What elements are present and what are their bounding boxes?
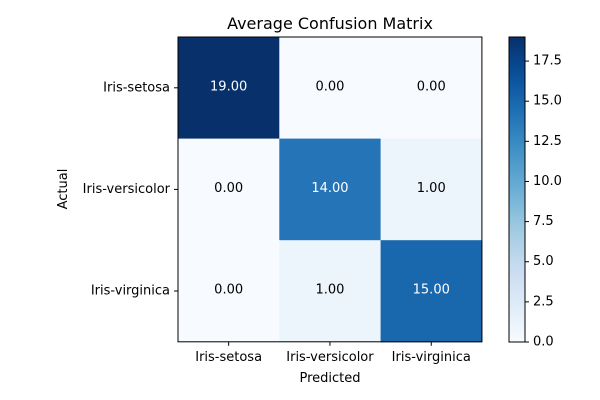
- heatmap-cell: [178, 138, 280, 241]
- colorbar-gradient: [508, 36, 526, 343]
- cell-value-label: 0.00: [315, 79, 344, 94]
- heatmap-cell: [178, 240, 280, 343]
- y-tick-label: Iris-versicolor: [83, 182, 171, 197]
- colorbar-tick-label: 0.0: [533, 335, 554, 350]
- colorbar-tick-label: 7.5: [533, 214, 554, 229]
- cell-value-label: 14.00: [311, 181, 348, 196]
- heatmap-plot-area: 19.00 0.00 0.00 0.00 14.00 1.00 0.00 1.00 15.00 I…: [83, 36, 483, 365]
- colorbar: 0.0 2.5 5.0 7.5 10.0 12.5 15.0 17.5: [508, 36, 562, 350]
- heatmap-cell: [279, 138, 382, 241]
- colorbar-tick-label: 15.0: [533, 94, 562, 109]
- cell-value-label: 0.00: [214, 283, 243, 298]
- heatmap-cell: [279, 240, 382, 343]
- x-axis-label: Predicted: [299, 371, 360, 386]
- heatmap-cell: [380, 138, 483, 241]
- colorbar-tick-label: 5.0: [533, 254, 554, 269]
- heatmap-cell: [178, 37, 280, 140]
- cell-value-label: 1.00: [417, 181, 446, 196]
- y-tick-label: Iris-virginica: [91, 284, 170, 299]
- x-tick-label: Iris-setosa: [195, 350, 262, 365]
- colorbar-tick-label: 12.5: [533, 134, 562, 149]
- y-tick-label: Iris-setosa: [103, 80, 170, 95]
- cell-value-label: 1.00: [315, 283, 344, 298]
- cell-value-label: 15.00: [413, 283, 450, 298]
- chart-title: Average Confusion Matrix: [227, 14, 433, 33]
- x-tick-label: Iris-virginica: [392, 350, 471, 365]
- colorbar-tick-label: 17.5: [533, 54, 562, 69]
- x-tick-label: Iris-versicolor: [286, 350, 374, 365]
- heatmap-cell: [380, 37, 483, 140]
- colorbar-tick-label: 2.5: [533, 294, 554, 309]
- heatmap-cell: [380, 240, 483, 343]
- cell-value-label: 0.00: [417, 79, 446, 94]
- heatmap-cell: [279, 37, 382, 140]
- colorbar-tick-label: 10.0: [533, 174, 562, 189]
- y-axis-label: Actual: [56, 169, 71, 210]
- cell-value-label: 19.00: [210, 79, 247, 94]
- cell-value-label: 0.00: [214, 181, 243, 196]
